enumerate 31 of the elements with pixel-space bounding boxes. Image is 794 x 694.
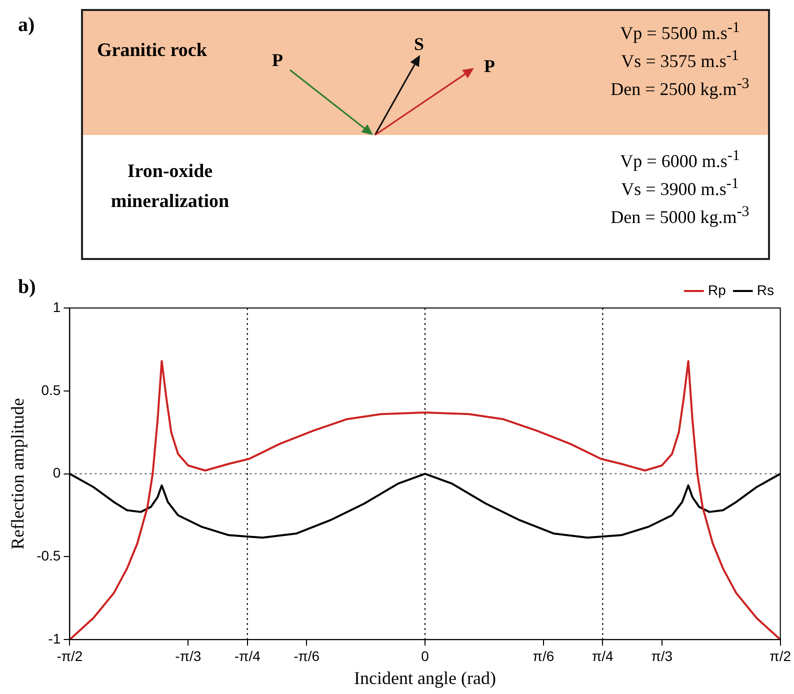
y-tick-label: -1 (48, 630, 61, 646)
text: Den = 2500 kg.m$^{-3}$ (610, 76, 750, 100)
x-tick-label: -π/6 (294, 648, 320, 664)
x-tick-label: π/3 (651, 648, 673, 664)
text: Granitic rock (97, 40, 207, 62)
y-tick-label: -0.5 (36, 548, 61, 564)
y-axis-title: Reflection amplitude (8, 398, 28, 550)
text: S (414, 34, 424, 55)
legend-label: Rs (756, 282, 774, 298)
text: Vp = 6000 m.s$^{-1}$ (619, 148, 741, 172)
text: a) (18, 14, 35, 37)
y-tick-label: 1 (52, 298, 61, 315)
text: Vs = 3575 m.s$^{-1}$ (620, 48, 740, 72)
x-tick-label: -π/3 (175, 648, 202, 664)
x-tick-label: π/6 (532, 648, 554, 664)
text: P (484, 56, 495, 77)
x-tick-label: -π/2 (56, 648, 83, 664)
text: P (272, 50, 283, 71)
x-tick-label: π/4 (592, 648, 614, 664)
x-axis-title: Incident angle (rad) (354, 668, 496, 688)
y-tick-label: 0 (52, 464, 61, 481)
text: Vp = 5500 m.s$^{-1}$ (619, 20, 741, 44)
x-tick-label: 0 (421, 648, 430, 664)
text: Vs = 3900 m.s$^{-1}$ (620, 176, 740, 200)
x-tick-label: π/2 (770, 648, 792, 664)
x-tick-label: -π/4 (234, 648, 261, 664)
text: Den = 5000 kg.m$^{-3}$ (610, 204, 750, 228)
legend-label: Rp (708, 282, 726, 298)
chart-title: b) (18, 276, 36, 299)
text: Iron-oxide mineralization (110, 160, 230, 214)
y-tick-label: 0.5 (41, 382, 61, 398)
